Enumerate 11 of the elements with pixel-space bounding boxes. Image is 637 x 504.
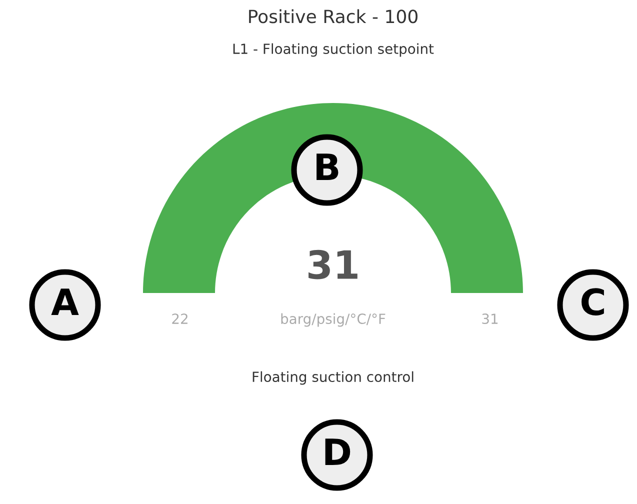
text: C [582, 288, 604, 316]
text: B [316, 154, 338, 180]
text: 22 [172, 314, 188, 324]
text: D [325, 438, 350, 465]
text: A [51, 288, 79, 315]
text: barg/psig/°C/°F [281, 313, 386, 327]
data-label: 31 [308, 250, 358, 280]
text: L1 - Floating suction setpoint [233, 43, 434, 57]
text: 31 [482, 314, 498, 324]
text: Floating suction control [252, 371, 414, 385]
text: Positive Rack - 100 [249, 9, 418, 24]
